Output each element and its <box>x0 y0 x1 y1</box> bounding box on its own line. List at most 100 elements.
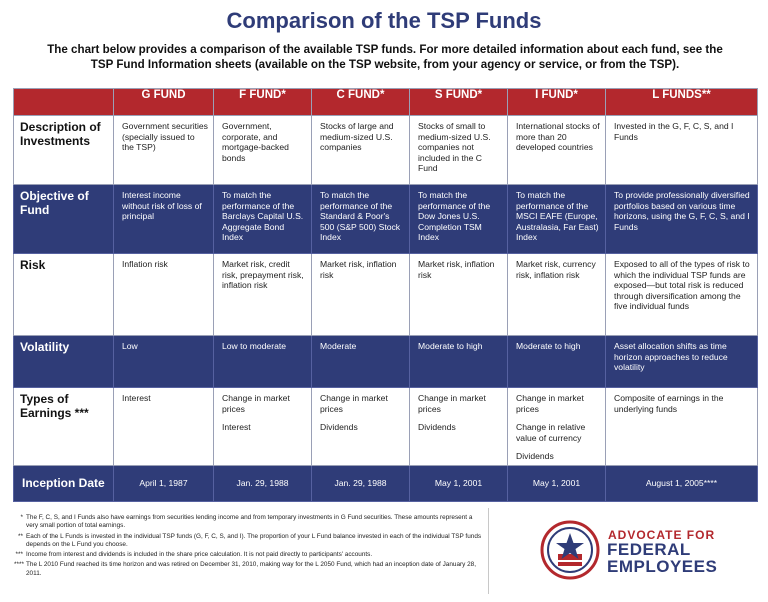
footnote-text: Each of the L Funds is invested in the i… <box>26 532 482 548</box>
col-header-s: S FUND* <box>409 88 508 116</box>
logo-line-1: ADVOCATE FOR <box>608 528 716 542</box>
cell-text: To match the performance of the Standard… <box>320 190 401 242</box>
col-header-g: G FUND <box>113 88 214 116</box>
row-description: Description of Investments Government sec… <box>13 115 758 185</box>
cell-text: Market risk, inflation risk <box>320 259 397 280</box>
cell-text: Dividends <box>418 422 456 432</box>
cell-text: April 1, 1987 <box>139 477 188 488</box>
cell-inception-5: August 1, 2005**** <box>605 464 758 502</box>
seal-star-icon <box>540 520 600 580</box>
cell-text: May 1, 2001 <box>532 477 581 488</box>
cell-volatility-0: Low <box>113 335 214 388</box>
footnote-mark: *** <box>15 551 23 559</box>
cell-description-5: Invested in the G, F, C, S, and I Funds <box>605 115 758 185</box>
cell-text: Jan. 29, 1988 <box>334 477 387 488</box>
cell-text: Change in market prices <box>418 393 486 414</box>
footnote: ** Each of the L Funds is invested in the… <box>14 533 484 550</box>
footnote-text: The F, C, S, and I Funds also have earni… <box>26 514 473 530</box>
cell-volatility-5: Asset allocation shifts as time horizon … <box>605 335 758 388</box>
cell-text: Low <box>122 341 138 351</box>
cell-description-1: Government, corporate, and mortgage-back… <box>213 115 312 185</box>
cell-text: To match the performance of the Dow Jone… <box>418 190 491 242</box>
cell-objective-1: To match the performance of the Barclays… <box>213 184 312 254</box>
cell-volatility-2: Moderate <box>311 335 410 388</box>
cell-objective-4: To match the performance of the MSCI EAF… <box>507 184 606 254</box>
cell-text: Moderate to high <box>516 341 581 351</box>
cell-text: Market risk, credit risk, prepayment ris… <box>222 259 304 290</box>
logo-line-2: FEDERAL <box>607 540 691 559</box>
cell-text: Moderate to high <box>418 341 483 351</box>
cell-text: To provide professionally diversified po… <box>614 190 750 232</box>
cell-text: Government, corporate, and mortgage-back… <box>222 121 289 163</box>
cell-volatility-3: Moderate to high <box>409 335 508 388</box>
cell-text: Change in market prices <box>516 393 584 414</box>
logo-line-3: EMPLOYEES <box>607 557 718 576</box>
footer-divider <box>488 508 489 594</box>
cell-earnings-5: Composite of earnings in the underlying … <box>605 387 758 466</box>
col-header-f: F FUND* <box>213 88 312 116</box>
cell-earnings-3: Change in market prices Dividends <box>409 387 508 466</box>
cell-risk-0: Inflation risk <box>113 253 214 336</box>
cell-text: Asset allocation shifts as time horizon … <box>614 341 728 372</box>
cell-earnings-4: Change in market prices Change in relativ… <box>507 387 606 466</box>
cell-text: Exposed to all of the types of risk to w… <box>614 259 750 311</box>
footnote-mark: **** <box>14 561 24 569</box>
cell-text: Interest <box>122 393 151 403</box>
row-label-description: Description of Investments <box>13 115 114 185</box>
footnote-text: Income from interest and dividends is in… <box>26 551 373 559</box>
footnote: * The F, C, S, and I Funds also have earn… <box>14 514 484 531</box>
cell-text: May 1, 2001 <box>434 477 483 488</box>
col-header-c: C FUND* <box>311 88 410 116</box>
cell-text: Inflation risk <box>122 259 168 269</box>
footnote-text: The L 2010 Fund reached its time horizon… <box>26 561 476 577</box>
cell-objective-0: Interest income without risk of loss of … <box>113 184 214 254</box>
row-label-earnings: Types of Earnings *** <box>13 387 114 466</box>
cell-text: Dividends <box>320 422 358 432</box>
cell-objective-2: To match the performance of the Standard… <box>311 184 410 254</box>
comparison-table: G FUND F FUND* C FUND* S FUND* I FUND* L… <box>13 88 758 502</box>
cell-earnings-2: Change in market prices Dividends <box>311 387 410 466</box>
cell-volatility-1: Low to moderate <box>213 335 312 388</box>
cell-text: Change in relative value of currency <box>516 422 586 443</box>
cell-text: August 1, 2005**** <box>645 477 718 488</box>
cell-text: Dividends <box>516 451 554 461</box>
row-inception: Inception Date April 1, 1987 Jan. 29, 1988… <box>13 464 758 502</box>
footnotes: * The F, C, S, and I Funds also have earn… <box>14 514 484 580</box>
cell-text: Change in market prices <box>222 393 290 414</box>
cell-earnings-0: Interest <box>113 387 214 466</box>
cell-risk-5: Exposed to all of the types of risk to w… <box>605 253 758 336</box>
header-corner <box>13 88 114 116</box>
row-label-objective: Objective of Fund <box>13 184 114 254</box>
cell-description-4: International stocks of more than 20 dev… <box>507 115 606 185</box>
cell-description-2: Stocks of large and medium-sized U.S. co… <box>311 115 410 185</box>
footnote: **** The L 2010 Fund reached its time hor… <box>14 561 484 578</box>
cell-inception-1: Jan. 29, 1988 <box>213 464 312 502</box>
cell-text: Stocks of small to medium-sized U.S. com… <box>418 121 491 173</box>
footnote: *** Income from interest and dividends is… <box>14 551 484 559</box>
row-label-inception: Inception Date <box>13 464 114 502</box>
row-earnings: Types of Earnings *** Interest Change in m… <box>13 387 758 466</box>
row-objective: Objective of Fund Interest income without… <box>13 184 758 254</box>
cell-volatility-4: Moderate to high <box>507 335 606 388</box>
cell-text: Stocks of large and medium-sized U.S. co… <box>320 121 394 152</box>
cell-description-0: Government securities (specially issued … <box>113 115 214 185</box>
col-header-i: I FUND* <box>507 88 606 116</box>
advocate-logo: ADVOCATE FOR FEDERAL EMPLOYEES <box>540 516 760 586</box>
cell-text: Interest <box>222 422 251 432</box>
cell-risk-3: Market risk, inflation risk <box>409 253 508 336</box>
cell-text: To match the performance of the MSCI EAF… <box>516 190 599 242</box>
row-label-risk: Risk <box>13 253 114 336</box>
cell-risk-4: Market risk, currency risk, inflation ri… <box>507 253 606 336</box>
cell-risk-2: Market risk, inflation risk <box>311 253 410 336</box>
col-header-l: L FUNDS** <box>605 88 758 116</box>
row-volatility: Volatility Low Low to moderate Moderate Mode… <box>13 335 758 388</box>
cell-inception-4: May 1, 2001 <box>507 464 606 502</box>
cell-text: Government securities (specially issued … <box>122 121 208 152</box>
cell-text: Jan. 29, 1988 <box>236 477 289 488</box>
cell-inception-3: May 1, 2001 <box>409 464 508 502</box>
cell-inception-2: Jan. 29, 1988 <box>311 464 410 502</box>
page-title: Comparison of the TSP Funds <box>226 8 542 33</box>
intro-text: The chart below provides a comparison of… <box>47 43 723 71</box>
footnote-mark: * <box>20 514 24 521</box>
cell-text: International stocks of more than 20 dev… <box>516 121 600 152</box>
